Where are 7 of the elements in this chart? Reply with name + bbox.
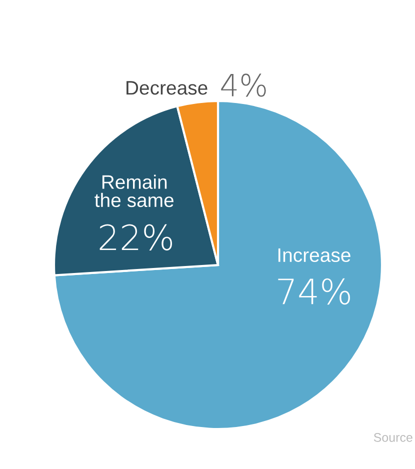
- slice-label: Remain the same: [94, 174, 174, 208]
- data-label: 74%: [278, 278, 350, 305]
- data-label: 22%: [100, 224, 172, 250]
- data-label: 4%: [221, 74, 266, 97]
- slice-label: Increase: [278, 248, 350, 262]
- text: Source: [374, 433, 412, 442]
- slice-label: Decrease: [126, 81, 208, 95]
